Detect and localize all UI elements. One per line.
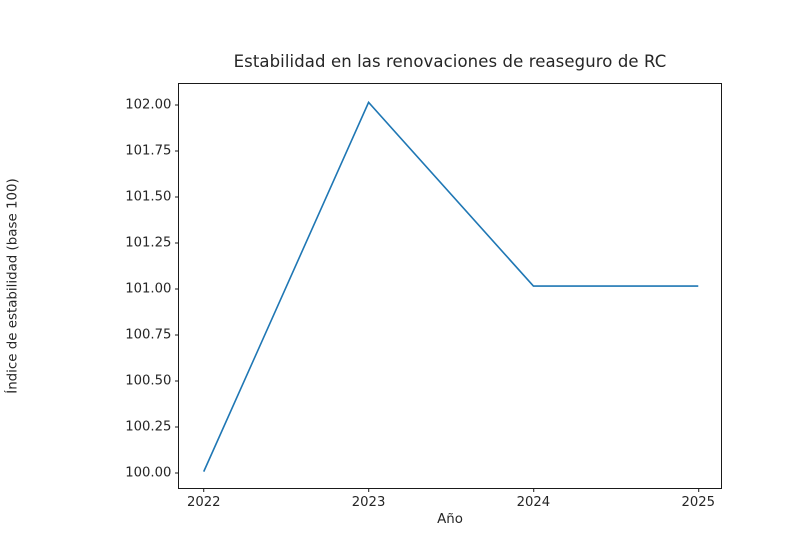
x-axis-tick-mark [532,488,534,493]
y-axis-tick-label: 100.25 [125,419,172,435]
x-axis-label: Año [437,512,463,527]
y-axis-tick: 101.00 [125,278,179,297]
x-axis-tick-label: 2025 [681,495,716,511]
x-axis-tick-mark [203,488,205,493]
y-axis-tick-label: 101.00 [125,281,172,297]
y-axis-tick-mark [174,288,179,290]
x-axis-tick-label: 2023 [351,495,386,511]
y-axis-tick-label: 100.00 [125,465,172,481]
y-axis-tick-mark [174,150,179,152]
y-axis-tick-label: 102.00 [125,97,172,113]
y-axis-label-container: Índice de estabilidad (base 100) [0,83,26,489]
x-axis-tick: 2025 [681,488,715,510]
y-axis-tick: 100.75 [125,324,179,343]
x-axis-tick: 2024 [516,488,551,511]
y-axis-tick-mark [174,426,179,428]
y-axis-tick-mark [174,380,179,382]
y-axis-tick-mark [174,472,179,474]
y-axis-tick: 100.25 [125,416,179,435]
y-axis-tick-label: 100.75 [125,327,172,343]
y-axis-tick-mark [174,242,179,244]
x-axis-tick-label: 2022 [186,495,221,511]
y-axis-tick-mark [174,104,179,106]
y-axis-tick: 101.25 [125,232,179,251]
line-series-svg [202,100,699,472]
y-axis-tick: 101.50 [125,187,179,206]
line-series-path [202,100,699,472]
chart-title: Estabilidad en las renovaciones de rease… [233,52,667,71]
y-axis-tick-label: 101.25 [125,235,172,251]
y-axis-label: Índice de estabilidad (base 100) [5,178,21,394]
y-axis-tick-mark [174,334,179,336]
x-axis-tick-mark [368,488,370,493]
y-axis-tick-label: 100.50 [125,373,172,389]
x-axis-tick: 2023 [351,488,386,511]
y-axis-tick: 102.00 [125,95,179,114]
x-axis-tick: 2022 [187,488,221,510]
x-axis-tick-label: 2024 [516,495,551,511]
y-axis-tick: 101.75 [125,141,179,160]
y-axis-tick-label: 101.50 [125,189,172,205]
y-axis-tick: 100.00 [125,462,179,481]
y-axis-tick: 100.50 [125,370,179,389]
x-axis-tick-mark [697,488,699,493]
y-axis-tick-mark [174,196,179,198]
plot-area: 100.00 100.25 100.50 100.75 101.00 101.25 101.… [125,83,722,510]
y-axis-tick-label: 101.75 [125,143,172,159]
